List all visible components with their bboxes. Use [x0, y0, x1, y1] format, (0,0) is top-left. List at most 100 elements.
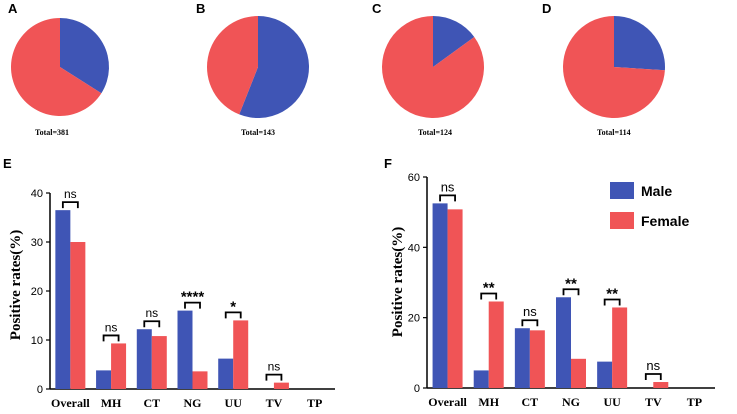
significance-label: ****: [181, 289, 205, 306]
x-tick-label: NG: [184, 396, 202, 410]
y-tick-label: 30: [31, 237, 43, 249]
total-label-a: Total=381: [35, 128, 69, 137]
legend-swatch-female: [610, 212, 634, 229]
bar-female: [151, 336, 167, 389]
y-tick-label: 40: [408, 242, 420, 254]
y-axis-label-f: Positive rates(%): [390, 227, 406, 337]
legend-swatch-male: [610, 182, 634, 199]
panel-letter-c: C: [372, 1, 382, 16]
bar-female: [70, 242, 86, 389]
bar-male: [556, 297, 571, 388]
significance-bracket: [644, 373, 662, 381]
x-tick-label: TV: [645, 395, 662, 409]
x-tick-label: UU: [225, 396, 243, 410]
significance-label: **: [565, 275, 577, 292]
significance-bracket: [521, 319, 539, 327]
x-tick-label: MH: [101, 396, 122, 410]
x-tick-label: CT: [522, 395, 539, 409]
bar-male: [55, 210, 71, 389]
significance-bracket: [603, 298, 621, 306]
significance-label: **: [483, 279, 495, 296]
y-tick-label: 40: [31, 188, 43, 200]
bar-female: [571, 358, 586, 388]
significance-label: ns: [105, 320, 118, 334]
bar-male: [136, 329, 152, 389]
bar-male: [597, 361, 613, 388]
pie-slice-female: [11, 18, 102, 116]
pie-slice-male: [614, 16, 666, 71]
y-tick-label: 0: [37, 384, 43, 396]
bar-female: [192, 371, 208, 389]
significance-bracket: [562, 288, 580, 296]
bar-chart-e: 0 10 20 30 40 Overall ns MH ns CT ns NG **** UU * TV ns T…: [31, 187, 335, 410]
pie-slice-male: [433, 16, 475, 67]
bar-male: [96, 370, 112, 389]
significance-label: ns: [268, 360, 281, 374]
significance-bracket: [480, 292, 498, 300]
total-label-c: Total=124: [418, 128, 452, 137]
significance-label: ns: [523, 304, 537, 319]
significance-label: *: [230, 298, 236, 315]
significance-bracket: [224, 311, 242, 319]
bar-female: [612, 307, 628, 388]
x-tick-label: TV: [266, 396, 283, 410]
pie-slice-female: [207, 16, 258, 115]
bar-female: [111, 343, 127, 389]
bar-male: [432, 203, 448, 388]
bar-female: [233, 320, 249, 389]
x-tick-label: CT: [143, 396, 160, 410]
bar-female: [273, 382, 289, 389]
pie-slice-male: [239, 16, 310, 118]
y-axis-label-e: Positive rates(%): [8, 230, 24, 340]
panel-letter-d: D: [542, 1, 551, 16]
bar-female: [653, 382, 669, 388]
significance-bracket: [61, 201, 79, 209]
legend-label-male: Male: [641, 183, 672, 199]
x-tick-label: NG: [562, 395, 580, 409]
significance-bracket: [143, 320, 161, 328]
pie-slice-female: [382, 16, 485, 118]
pie-slice-male: [60, 18, 110, 94]
significance-label: **: [606, 285, 618, 302]
pie-chart-d: [563, 16, 666, 118]
pie-chart-a: [11, 18, 110, 116]
bar-female: [447, 209, 463, 388]
significance-bracket: [439, 194, 456, 202]
panel-letter-f: F: [384, 156, 392, 171]
total-label-b: Total=143: [241, 128, 275, 137]
x-tick-label: UU: [603, 395, 621, 409]
bar-male: [514, 328, 530, 388]
y-tick-label: 60: [408, 172, 420, 184]
significance-bracket: [184, 301, 201, 309]
significance-bracket: [265, 373, 283, 381]
bar-female: [488, 301, 504, 388]
bar-male: [218, 358, 234, 389]
y-tick-label: 10: [31, 335, 43, 347]
x-tick-label: TP: [307, 396, 322, 410]
significance-label: ns: [441, 179, 455, 194]
bar-male: [177, 310, 193, 389]
total-label-d: Total=114: [597, 128, 631, 137]
significance-label: ns: [64, 187, 77, 201]
pie-chart-b: [207, 16, 310, 118]
legend-label-female: Female: [641, 213, 689, 229]
significance-label: ns: [646, 358, 660, 373]
x-tick-label: Overall: [51, 396, 90, 410]
x-tick-label: TP: [687, 395, 702, 409]
pie-slice-female: [563, 16, 665, 118]
y-tick-label: 20: [408, 313, 420, 325]
bar-male: [473, 370, 489, 388]
panel-letter-a: A: [8, 1, 18, 16]
bar-chart-f: 0 20 40 60 Overall ns MH ** CT ns NG ** UU ** TV ns TP: [408, 172, 715, 409]
panel-letter-e: E: [3, 156, 12, 171]
significance-label: ns: [145, 306, 158, 320]
significance-bracket: [102, 334, 120, 342]
x-tick-label: MH: [478, 395, 499, 409]
panel-letter-b: B: [196, 1, 205, 16]
pie-chart-c: [382, 16, 485, 118]
x-tick-label: Overall: [428, 395, 467, 409]
bar-female: [529, 330, 545, 388]
y-tick-label: 20: [31, 286, 43, 298]
y-tick-label: 0: [414, 383, 420, 395]
